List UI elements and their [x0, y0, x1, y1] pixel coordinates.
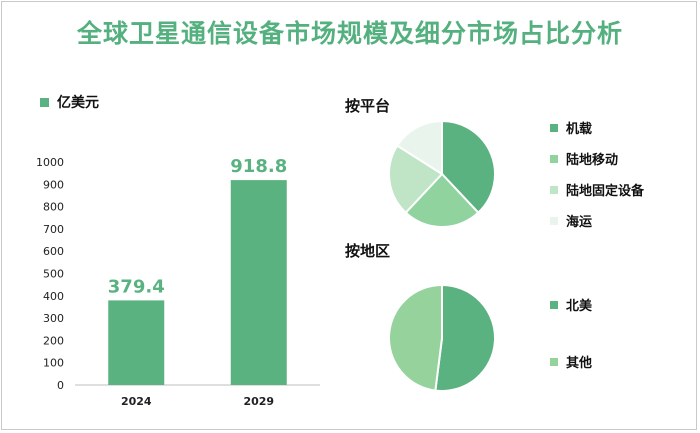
y-tick-label: 100 [43, 357, 64, 370]
pie-region [388, 283, 496, 392]
bar-legend-label: 亿美元 [57, 95, 99, 111]
legend-label: 陆地移动 [566, 153, 619, 168]
legend-item: 其他 [550, 352, 592, 371]
y-tick-label: 500 [43, 268, 64, 281]
y-tick-label: 200 [43, 334, 64, 347]
legend-swatch [550, 154, 558, 163]
bar-2029 [230, 180, 287, 385]
x-tick-label: 2029 [243, 395, 274, 408]
pie-slice-2 [388, 144, 444, 215]
legend-item: 机载 [550, 118, 592, 137]
x-tick-label: 2024 [121, 395, 152, 408]
pie-slice-0 [434, 283, 496, 392]
bar-legend-swatch [40, 97, 49, 107]
legend-label: 机载 [566, 122, 593, 137]
legend-item: 北美 [550, 295, 592, 314]
legend-swatch [550, 216, 558, 225]
page-title: 全球卫星通信设备市场规模及细分市场占比分析 [76, 19, 623, 48]
legend-swatch [550, 185, 558, 194]
legend-item: 陆地固定设备 [550, 180, 644, 199]
y-tick-label: 700 [43, 223, 64, 236]
pie-region-legend: 北美 其他 [550, 295, 690, 375]
y-tick-label: 900 [43, 178, 64, 191]
pie-platform-legend: 机载陆地移动陆地固定设备 海运 [550, 118, 690, 230]
bar-2024 [108, 300, 165, 385]
pie-slice-1 [388, 283, 443, 392]
y-tick-label: 400 [43, 290, 64, 303]
bar-data-label: 918.8 [230, 156, 287, 177]
y-tick-label: 600 [43, 245, 64, 258]
legend-swatch [550, 123, 558, 132]
pie-region-title: 按地区 [345, 242, 391, 260]
y-tick-label: 0 [57, 379, 64, 392]
legend-label: 北美 [566, 299, 593, 314]
bar-legend: 亿美元 [40, 92, 99, 112]
legend-item: 陆地移动 [550, 149, 618, 168]
pie-slice-3 [395, 119, 443, 176]
y-tick-label: 1000 [36, 156, 64, 169]
legend-label: 海运 [566, 215, 593, 230]
pie-slice-0 [441, 119, 496, 215]
legend-swatch [550, 300, 558, 309]
pie-platform-title: 按平台 [345, 97, 391, 115]
legend-swatch [550, 357, 558, 366]
y-tick-label: 300 [43, 312, 64, 325]
y-tick-label: 800 [43, 201, 64, 214]
legend-label: 陆地固定设备 [566, 184, 645, 199]
bar-data-label: 379.4 [108, 276, 165, 297]
pie-platform [388, 119, 496, 228]
legend-item: 海运 [550, 211, 592, 230]
legend-label: 其他 [566, 356, 593, 371]
pie-slice-1 [404, 172, 480, 228]
